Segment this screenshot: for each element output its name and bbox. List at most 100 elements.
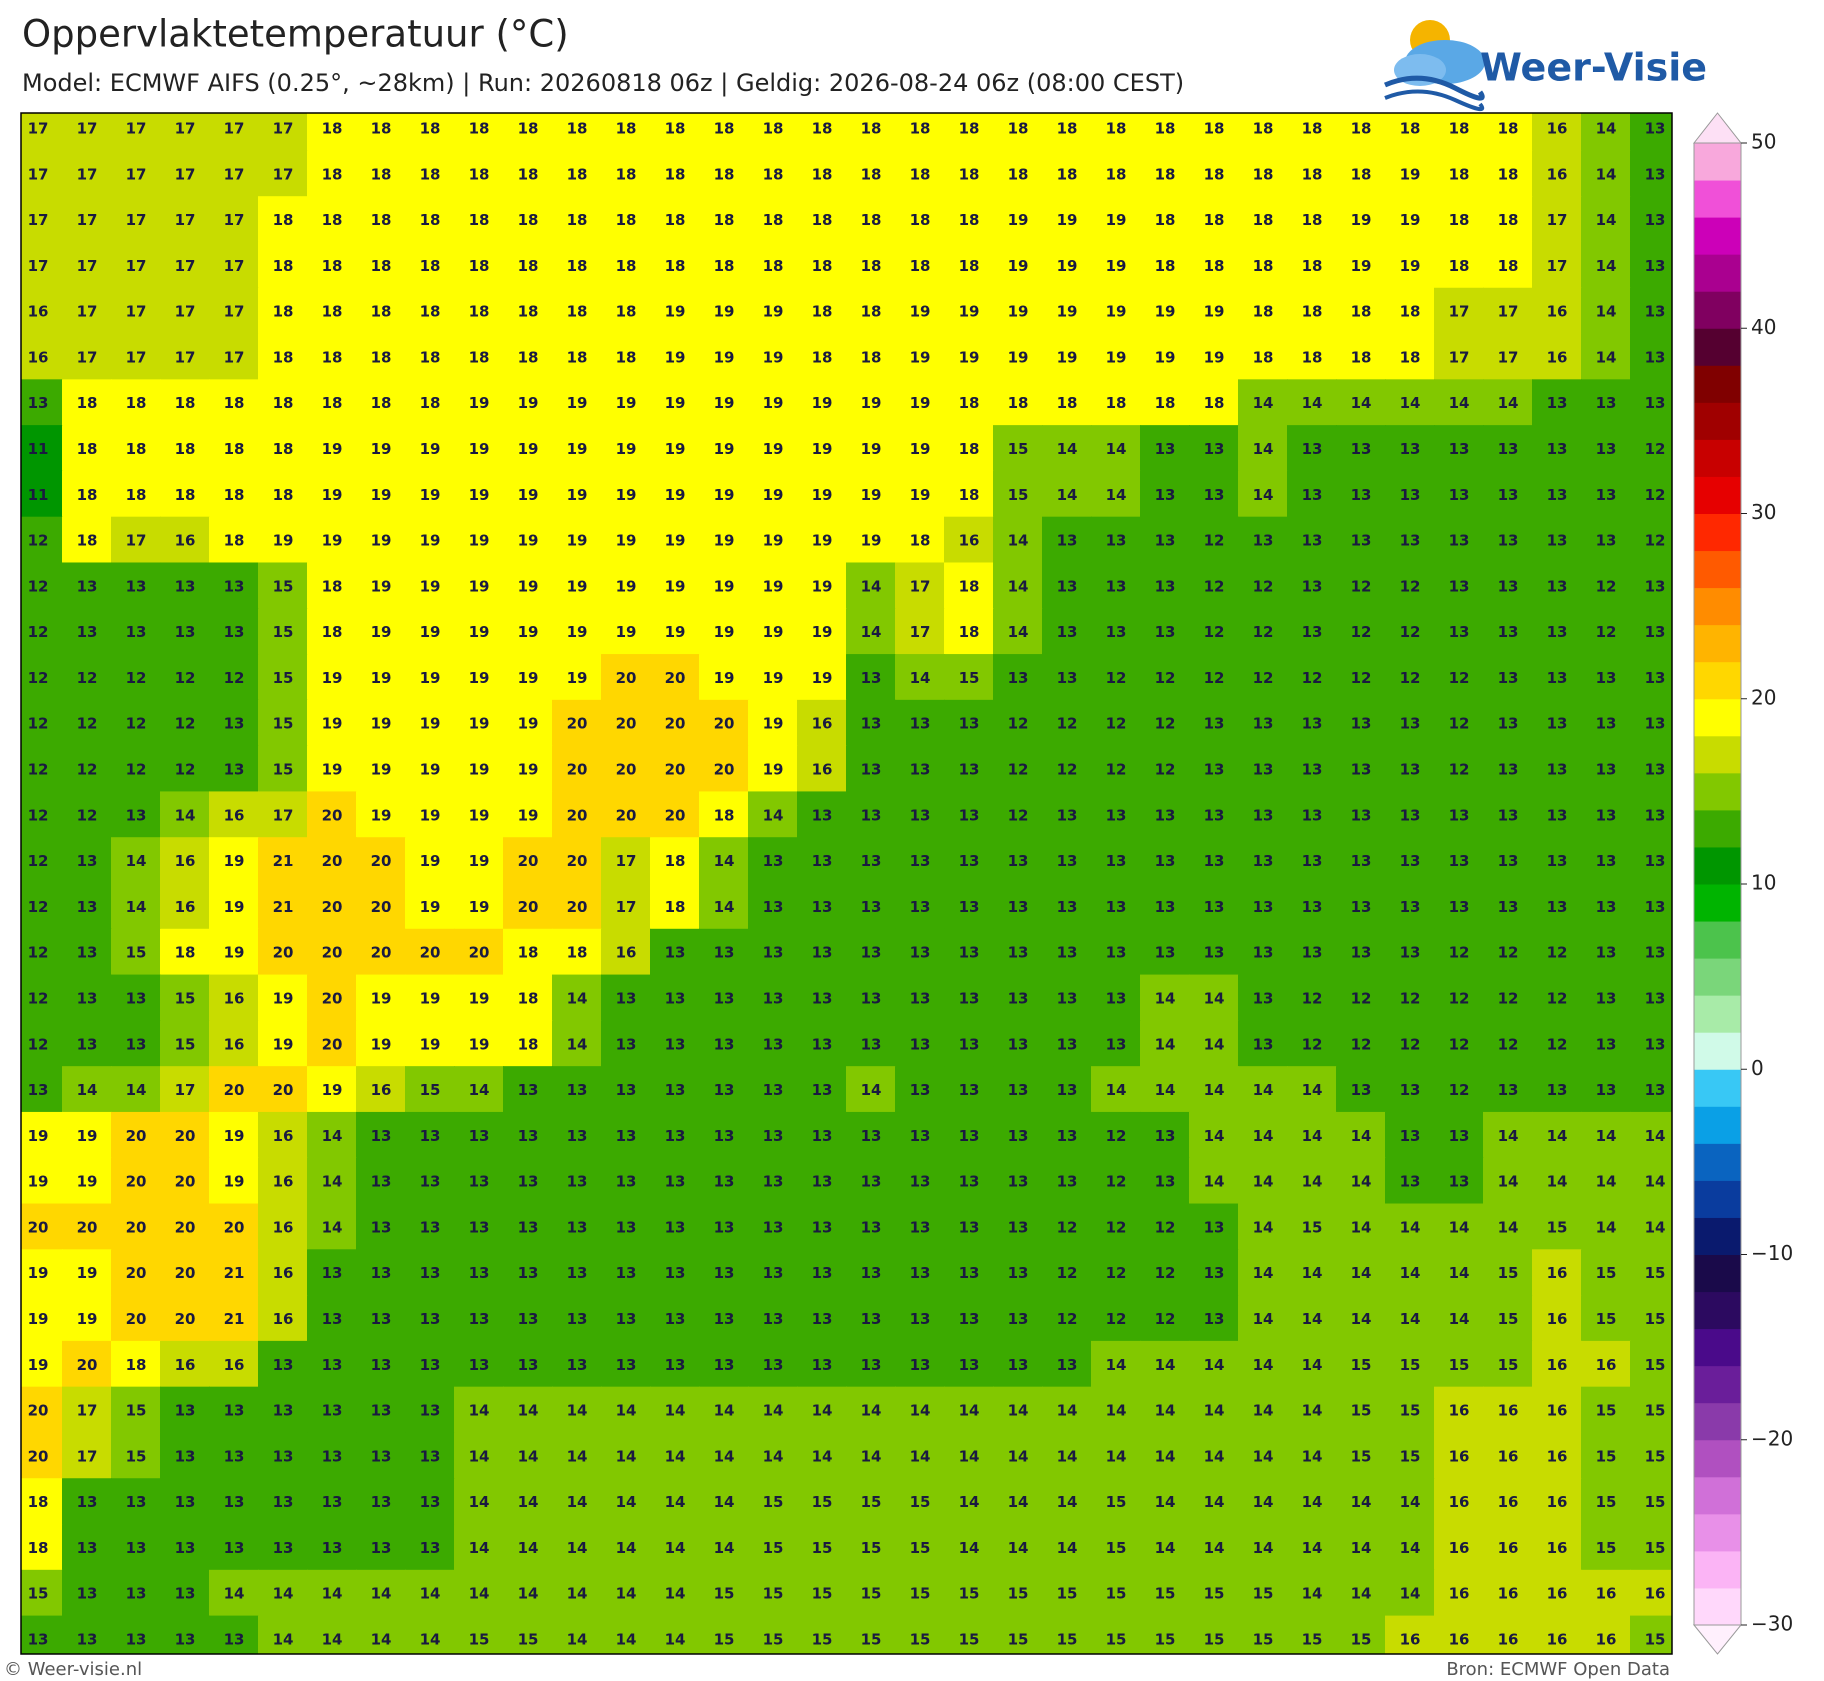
value-label: 12 [1449, 944, 1470, 962]
cell [895, 333, 945, 381]
cell [944, 608, 994, 656]
cell [1385, 379, 1435, 427]
value-label: 12 [28, 532, 49, 550]
cell [895, 928, 945, 976]
value-label: 19 [665, 486, 686, 504]
cell [748, 974, 798, 1022]
value-label: 16 [175, 852, 196, 870]
cell [1287, 974, 1337, 1022]
cell [21, 333, 63, 381]
value-label: 13 [77, 898, 98, 916]
cell [1140, 150, 1190, 198]
cell [699, 654, 749, 701]
cell [846, 241, 896, 289]
cell [1385, 1249, 1435, 1297]
cell [846, 928, 896, 976]
cell [1630, 1432, 1672, 1480]
cell [111, 1432, 161, 1480]
cell [1385, 470, 1435, 518]
cell [1238, 516, 1288, 564]
value-label: 13 [1057, 577, 1078, 595]
value-label: 14 [1253, 1310, 1274, 1328]
value-label: 19 [616, 577, 637, 595]
cell [1483, 241, 1533, 289]
cell [209, 654, 259, 701]
cell [454, 379, 504, 427]
value-label: 13 [1596, 394, 1617, 412]
cell [552, 470, 602, 518]
cell [1238, 241, 1288, 289]
value-label: 16 [1449, 1447, 1470, 1465]
cell [1630, 1157, 1672, 1205]
cell [1336, 608, 1386, 656]
value-label: 14 [1253, 1127, 1274, 1145]
value-label: 12 [1498, 989, 1519, 1007]
value-label: 16 [224, 989, 245, 1007]
value-label: 15 [1645, 1539, 1666, 1557]
value-label: 13 [1449, 898, 1470, 916]
cell [307, 1066, 357, 1113]
cell [405, 699, 455, 747]
value-label: 13 [126, 1493, 147, 1511]
cell [1532, 745, 1582, 793]
cell [552, 883, 602, 930]
value-label: 13 [910, 1173, 931, 1191]
value-label: 14 [1400, 1493, 1421, 1511]
value-label: 15 [763, 1493, 784, 1511]
value-label: 19 [469, 898, 490, 916]
value-label: 13 [1498, 623, 1519, 641]
cell [1238, 1295, 1288, 1342]
cell [111, 745, 161, 793]
cell [1238, 1203, 1288, 1251]
cell [1630, 150, 1672, 198]
value-label: 17 [126, 165, 147, 183]
cell [1042, 1157, 1092, 1205]
value-label: 16 [1596, 1631, 1617, 1649]
cell [699, 608, 749, 656]
cell [1385, 1066, 1435, 1113]
value-label: 13 [1057, 1356, 1078, 1374]
cell [62, 287, 112, 335]
cell [1630, 470, 1672, 518]
value-label: 18 [812, 120, 833, 138]
value-label: 13 [1302, 898, 1323, 916]
value-label: 12 [1155, 669, 1176, 687]
cell [454, 196, 504, 243]
cell [552, 425, 602, 472]
value-label: 17 [77, 1402, 98, 1420]
value-label: 12 [1253, 623, 1274, 641]
cell [1532, 425, 1582, 472]
value-label: 18 [1302, 165, 1323, 183]
value-label: 19 [1106, 348, 1127, 366]
cell [1042, 1386, 1092, 1434]
value-label: 18 [616, 165, 637, 183]
cell [258, 516, 308, 564]
cell [1630, 608, 1672, 656]
cell [650, 883, 700, 930]
cell [1336, 1066, 1386, 1113]
value-label: 17 [126, 211, 147, 229]
cell [258, 1340, 308, 1388]
value-label: 15 [1351, 1631, 1372, 1649]
value-label: 13 [910, 989, 931, 1007]
cell [699, 745, 749, 793]
value-label: 14 [959, 1493, 980, 1511]
value-label: 13 [1008, 852, 1029, 870]
value-label: 12 [1449, 715, 1470, 733]
value-label: 12 [28, 944, 49, 962]
cell [1483, 150, 1533, 198]
cell [797, 1386, 847, 1434]
value-label: 13 [861, 715, 882, 733]
cell [62, 1478, 112, 1526]
value-label: 13 [1253, 806, 1274, 824]
value-label: 13 [469, 1310, 490, 1328]
value-label: 16 [1449, 1631, 1470, 1649]
value-label: 14 [1302, 1310, 1323, 1328]
value-label: 19 [763, 715, 784, 733]
value-label: 18 [1302, 120, 1323, 138]
value-label: 20 [175, 1127, 196, 1145]
cell [944, 1111, 994, 1159]
value-label: 20 [665, 715, 686, 733]
cell [944, 654, 994, 701]
value-label: 15 [1596, 1447, 1617, 1465]
